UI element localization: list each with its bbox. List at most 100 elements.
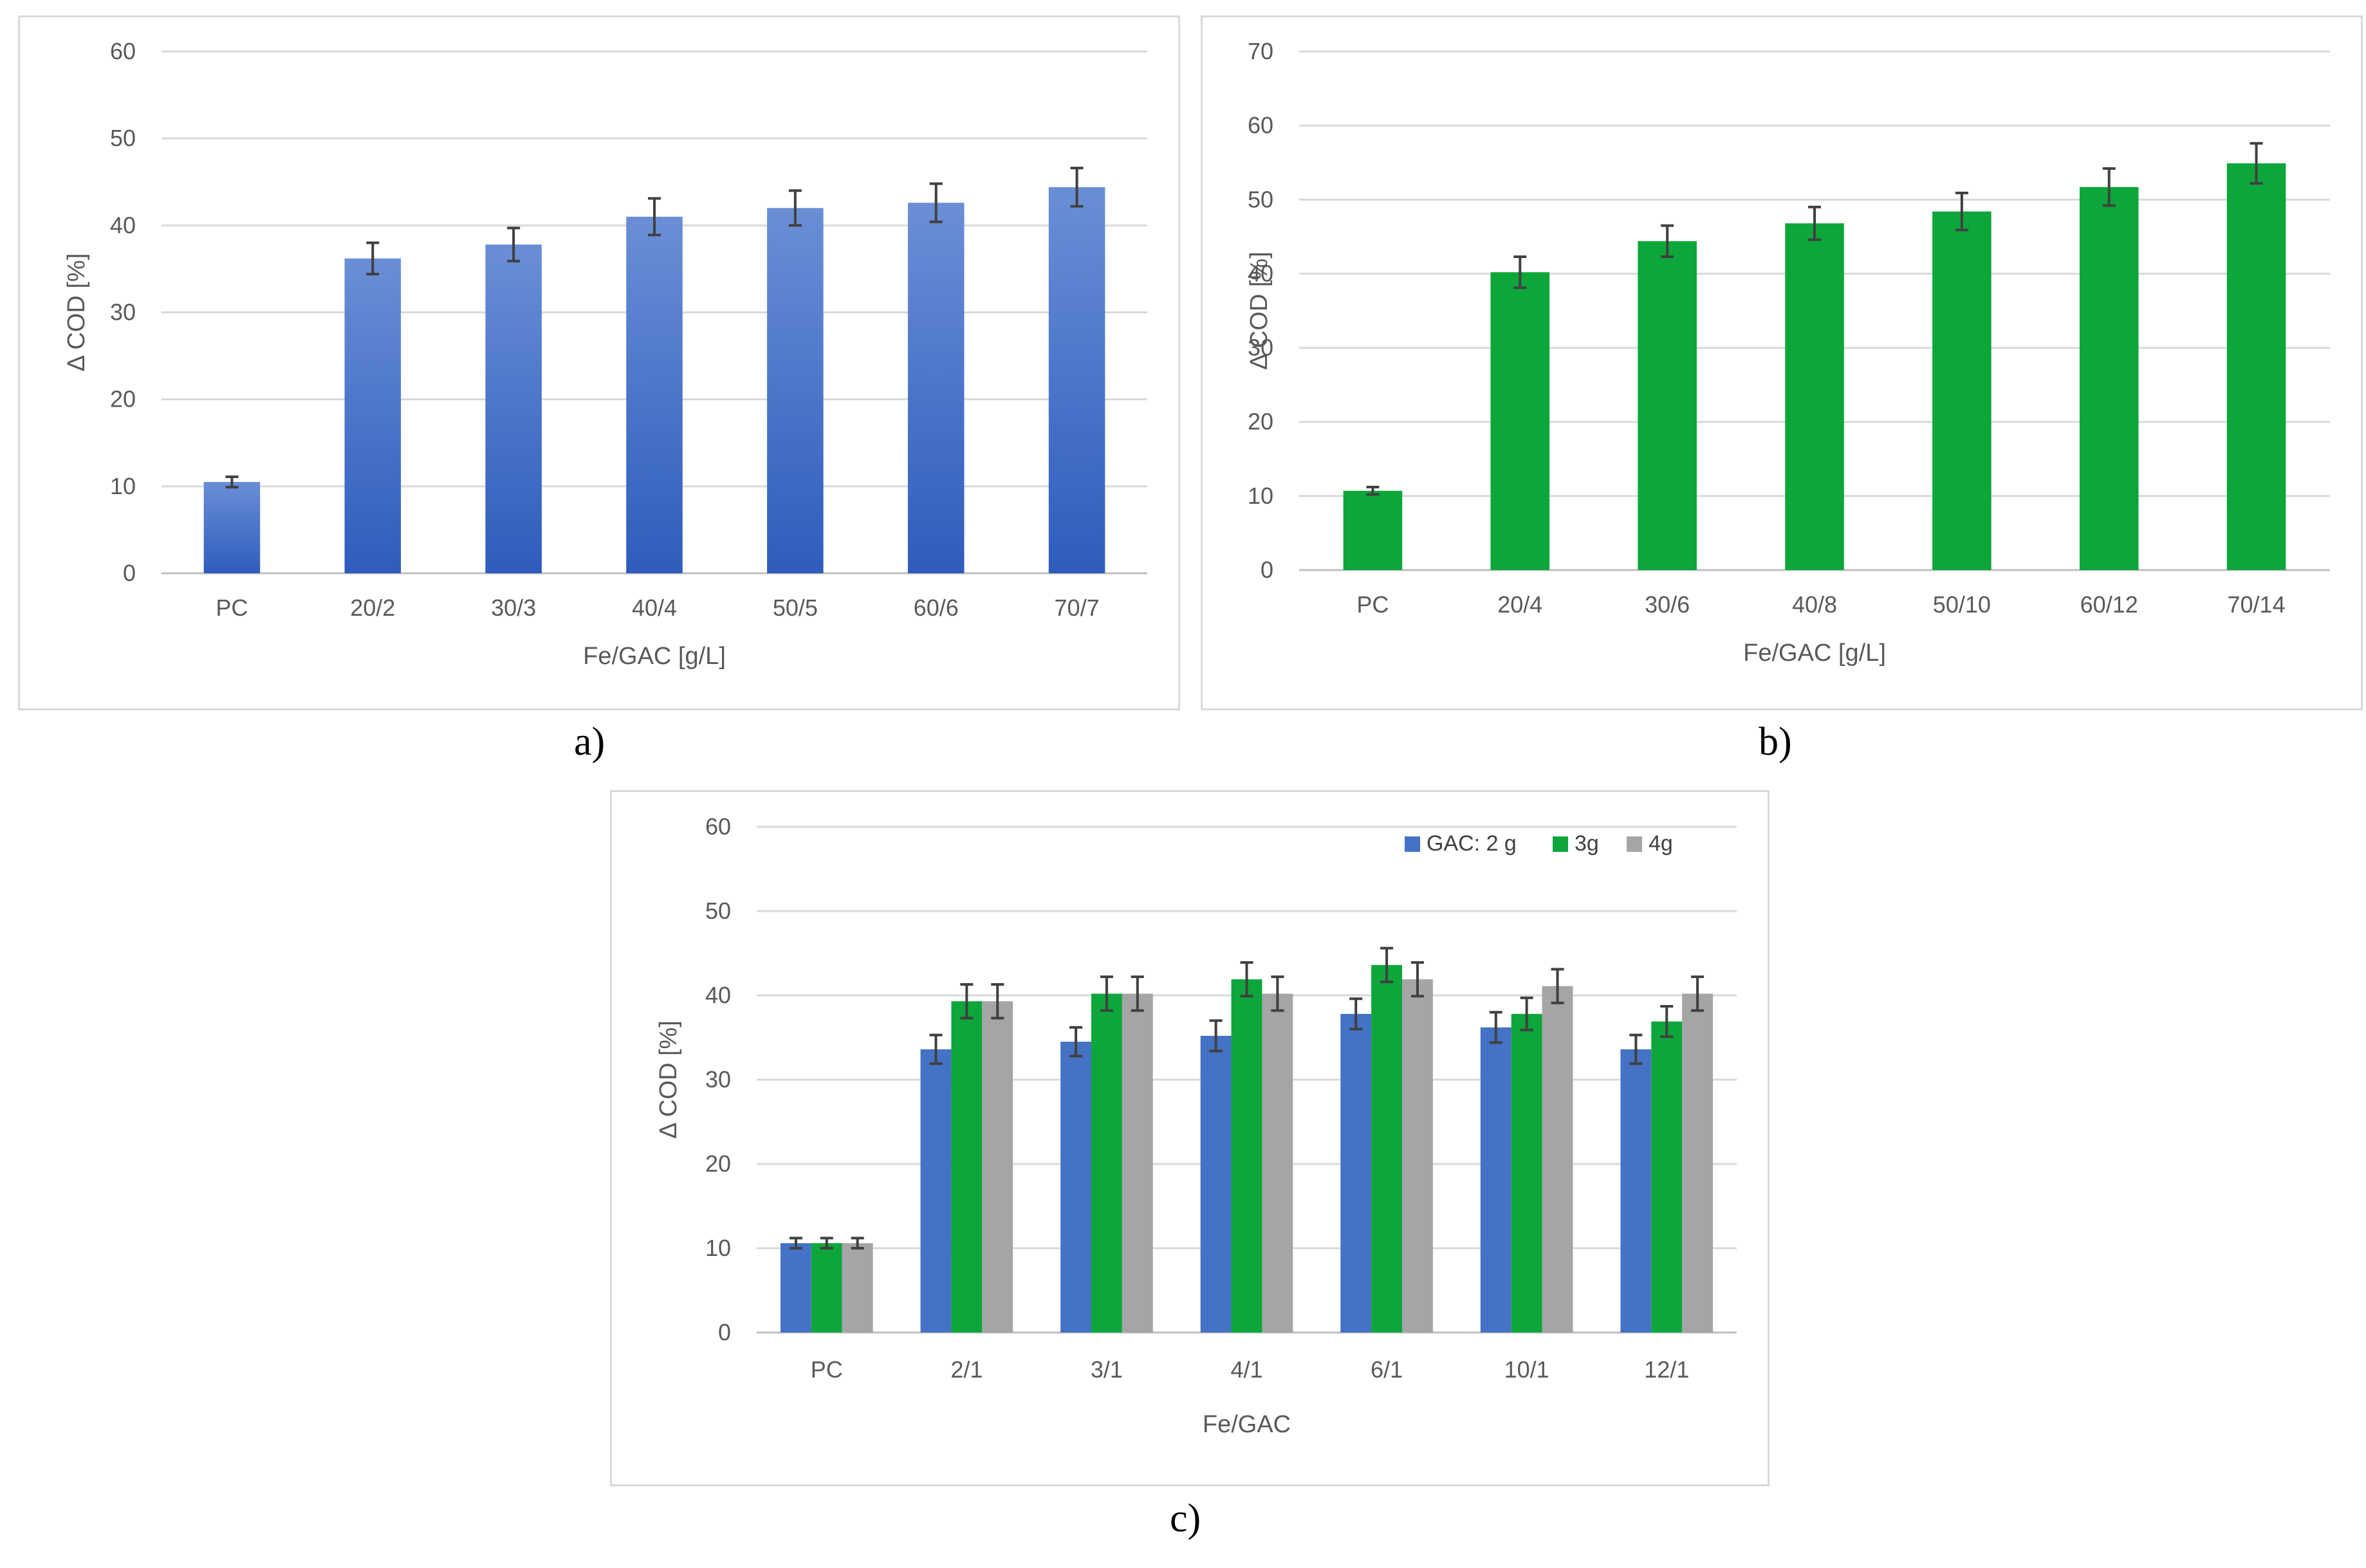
error-bar	[1691, 975, 1705, 1012]
bar-c-s0-0	[780, 1243, 811, 1333]
error-bar	[851, 1237, 864, 1250]
error-bar	[1955, 191, 1968, 232]
legend-swatch-1	[1553, 836, 1568, 852]
y-tick-label: 50	[1248, 186, 1273, 212]
error-bar	[1070, 167, 1084, 208]
x-tick-label: 20/4	[1497, 591, 1542, 618]
y-tick-label: 10	[705, 1235, 731, 1261]
error-bar	[1661, 224, 1674, 258]
error-bar	[1380, 946, 1394, 984]
x-tick-label: 12/1	[1644, 1356, 1689, 1383]
x-tick-label: 30/6	[1645, 591, 1690, 618]
y-tick-label: 20	[110, 386, 136, 412]
error-bar	[960, 982, 974, 1020]
chart-panel-a: 0 10 20 30 40 50 60 PC 20/2 30/3 40/4 50/5 60/6 70/7 F…	[18, 15, 1180, 710]
bar-c-s2-5	[1542, 986, 1573, 1333]
x-tick-label: 60/12	[2080, 591, 2138, 618]
error-bar	[1349, 997, 1363, 1031]
error-bar	[788, 189, 802, 227]
error-bar	[1366, 486, 1380, 496]
bar-c-s2-4	[1402, 979, 1433, 1333]
error-bar	[789, 1237, 802, 1250]
chart-a-svg: 0 10 20 30 40 50 60 PC 20/2 30/3 40/4 50/5 60/6 70/7 F…	[63, 38, 1147, 670]
x-tick-label: 3/1	[1091, 1356, 1123, 1383]
bar-c-s1-3	[1231, 979, 1262, 1333]
error-bar	[1069, 1026, 1083, 1058]
y-tick-label: 70	[1248, 38, 1273, 64]
x-tick-label: 50/10	[1933, 591, 1991, 618]
chart-b-svg: 0 10 20 30 40 50 60 70 PC 20/4 30/6 40/8 50/10 60/12 7…	[1246, 38, 2330, 667]
bar-c-s2-0	[842, 1243, 873, 1333]
x-tick-label: PC	[1356, 591, 1389, 618]
bar-a-s0-1	[344, 258, 402, 573]
error-bar	[1629, 1033, 1643, 1065]
bar-c-s1-6	[1651, 1021, 1683, 1333]
bar-c-s0-5	[1480, 1027, 1511, 1333]
x-tick-label: 50/5	[773, 595, 818, 621]
error-bar	[929, 182, 943, 223]
y-axis-title: Δ COD [%]	[655, 1020, 682, 1139]
bar-b-s0-4	[1932, 211, 1992, 570]
x-tick-label: 70/14	[2228, 591, 2286, 618]
bar-c-s0-3	[1200, 1035, 1232, 1333]
y-tick-label: 40	[110, 212, 136, 238]
chart-panel-b: 0 10 20 30 40 50 60 70 PC 20/4 30/6 40/8 50/10 60/12 7…	[1201, 15, 2363, 710]
y-tick-label: 10	[1248, 483, 1273, 509]
error-bar	[1209, 1019, 1223, 1053]
error-bar	[507, 226, 521, 263]
caption-c: c)	[1170, 1497, 1201, 1540]
x-tick-label: 40/4	[632, 595, 677, 621]
x-axis-title: Fe/GAC [g/L]	[1743, 640, 1886, 667]
y-tick-label: 30	[705, 1066, 731, 1093]
error-bar	[2250, 142, 2263, 185]
bar-c-s2-3	[1262, 993, 1293, 1333]
y-tick-label: 10	[110, 473, 136, 499]
bar-b-s0-5	[2079, 187, 2139, 570]
bar-b-s0-2	[1638, 241, 1697, 570]
error-bar	[1489, 1011, 1502, 1044]
caption-b: b)	[1759, 720, 1792, 764]
bar-c-s0-6	[1620, 1049, 1652, 1333]
bar-a-s0-0	[203, 482, 261, 573]
error-bar	[929, 1033, 943, 1065]
error-bar	[648, 197, 661, 237]
caption-a: a)	[574, 720, 605, 764]
error-bar	[1100, 975, 1113, 1012]
bar-a-s0-3	[626, 216, 683, 574]
y-tick-label: 60	[110, 38, 136, 64]
y-tick-label: 40	[705, 982, 731, 1008]
x-tick-label: 70/7	[1055, 595, 1100, 621]
error-bar	[1660, 1005, 1674, 1038]
bar-c-s1-4	[1371, 964, 1403, 1333]
bar-c-s0-2	[1060, 1042, 1091, 1333]
y-tick-label: 50	[110, 125, 136, 151]
y-tick-label: 30	[1248, 335, 1273, 361]
x-tick-label: 30/3	[491, 595, 536, 621]
x-tick-label: PC	[216, 595, 248, 621]
error-bar	[1551, 968, 1564, 1004]
y-tick-label: 50	[705, 898, 731, 924]
bar-b-s0-6	[2226, 163, 2286, 570]
error-bar	[1520, 996, 1533, 1031]
y-tick-label: 0	[123, 560, 136, 586]
y-tick-label: 60	[1248, 112, 1273, 138]
error-bar	[1808, 205, 1821, 241]
x-tick-label: 40/8	[1792, 591, 1837, 618]
bar-c-s0-1	[920, 1049, 952, 1333]
chart-c-svg: 0 10 20 30 40 50 60 PC 2/1 3/1 4/1 6/1 10/1 12/1 Fe/GA…	[655, 813, 1737, 1438]
x-tick-label: 20/2	[350, 595, 395, 621]
error-bar	[1131, 975, 1144, 1012]
y-tick-label: 40	[1248, 260, 1273, 286]
x-axis-title: Fe/GAC [g/L]	[583, 643, 726, 670]
bar-c-s2-1	[982, 1001, 1013, 1333]
x-tick-label: 2/1	[950, 1356, 983, 1383]
bar-c-s2-2	[1122, 993, 1153, 1333]
y-tick-label: 20	[1248, 409, 1273, 435]
legend-swatch-2	[1627, 836, 1642, 852]
x-tick-label: 10/1	[1504, 1356, 1549, 1383]
bar-b-s0-0	[1343, 490, 1403, 570]
x-axis-title: Fe/GAC	[1203, 1411, 1291, 1438]
x-tick-label: PC	[811, 1356, 843, 1383]
error-bar	[366, 241, 380, 276]
legend-label-1: 3g	[1575, 831, 1599, 856]
